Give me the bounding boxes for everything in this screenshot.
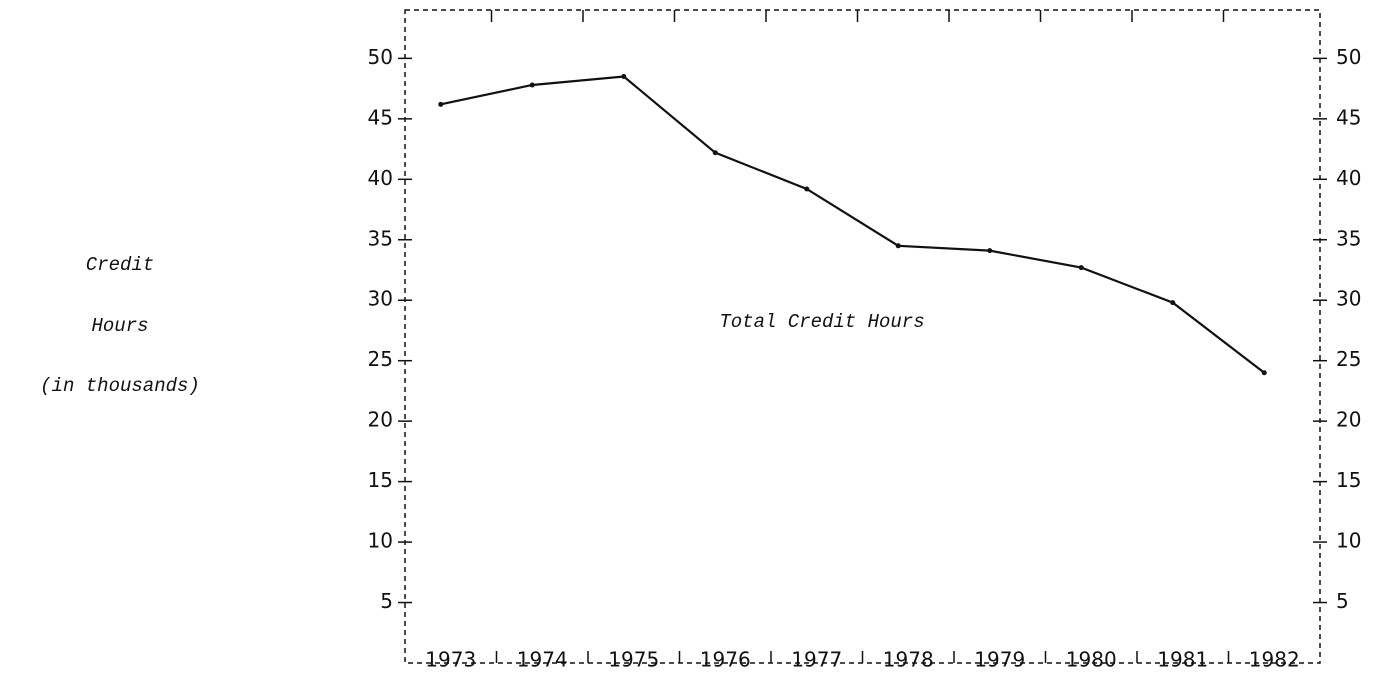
y-tick-label: 30 (368, 287, 393, 311)
annotation: Total Credit Hours (719, 311, 924, 333)
y-tick-label: 20 (1336, 408, 1361, 432)
y-tick-label: 10 (368, 529, 393, 553)
y-tick-label: 5 (1336, 589, 1349, 613)
y-tick-label: 45 (1336, 105, 1361, 129)
data-point (712, 150, 718, 156)
data-point (1261, 370, 1267, 376)
y-tick-label: 50 (368, 45, 393, 69)
y-tick-label: 25 (1336, 347, 1361, 371)
data-point (804, 186, 810, 192)
y-axis-label: (in thousands) (40, 375, 200, 397)
plot-frame (404, 9, 1321, 664)
x-tick-label: 1974 (517, 648, 568, 672)
x-tick-label: 1982 (1249, 648, 1300, 672)
y-axis-label: Hours (91, 315, 148, 337)
y-tick-label: 15 (368, 468, 393, 492)
data-point (1170, 300, 1176, 306)
data-point (438, 101, 444, 107)
y-tick-label: 10 (1336, 529, 1361, 553)
x-tick-label: 1977 (791, 648, 842, 672)
x-tick-label: 1981 (1157, 648, 1208, 672)
y-tick-label: 40 (1336, 166, 1361, 190)
y-tick-label: 40 (368, 166, 393, 190)
y-axis-label: Credit (86, 254, 154, 276)
data-point (1078, 265, 1084, 271)
y-tick-label: 35 (368, 226, 393, 250)
data-point (529, 82, 535, 88)
x-tick-label: 1976 (700, 648, 751, 672)
data-point (621, 74, 627, 80)
y-tick-label: 25 (368, 347, 393, 371)
y-tick-label: 5 (380, 589, 393, 613)
data-point (895, 243, 901, 249)
y-tick-label: 20 (368, 408, 393, 432)
y-tick-label: 45 (368, 105, 393, 129)
y-tick-label: 35 (1336, 226, 1361, 250)
y-tick-label: 15 (1336, 468, 1361, 492)
x-tick-label: 1980 (1066, 648, 1117, 672)
x-tick-label: 1978 (883, 648, 934, 672)
y-tick-label: 30 (1336, 287, 1361, 311)
data-point (987, 248, 993, 254)
x-tick-label: 1975 (608, 648, 659, 672)
x-tick-label: 1973 (425, 648, 476, 672)
y-tick-label: 50 (1336, 45, 1361, 69)
x-tick-label: 1979 (974, 648, 1025, 672)
data-line (440, 75, 1265, 374)
